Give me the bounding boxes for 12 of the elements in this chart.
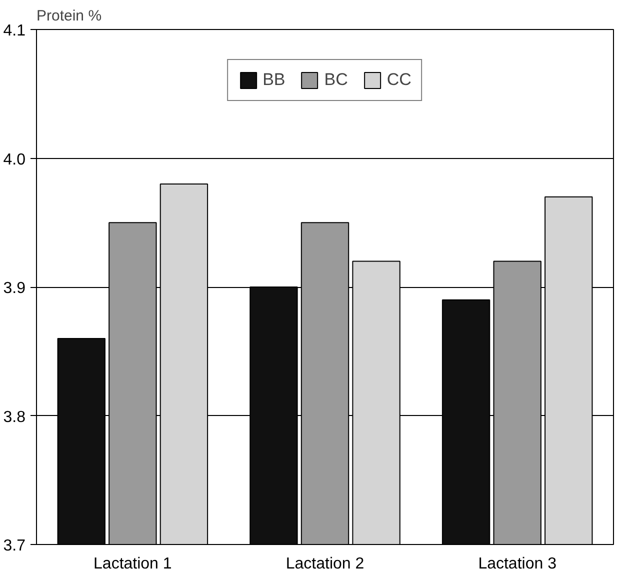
y-axis-title: Protein % — [36, 8, 102, 24]
legend-label: BC — [324, 70, 348, 90]
y-tick-label: 3.9 — [3, 280, 26, 297]
x-tick-label: Lactation 3 — [478, 556, 557, 572]
y-tick-label: 4.1 — [3, 22, 26, 40]
y-tick-label: 4.0 — [3, 151, 26, 168]
x-tick-label: Lactation 2 — [286, 556, 364, 572]
x-tick-label: Lactation 1 — [94, 556, 172, 572]
y-tick-label: 3.7 — [3, 538, 26, 554]
legend-label: BB — [262, 70, 286, 90]
legend-label: CC — [386, 70, 412, 90]
y-tick-label: 3.8 — [3, 408, 26, 426]
